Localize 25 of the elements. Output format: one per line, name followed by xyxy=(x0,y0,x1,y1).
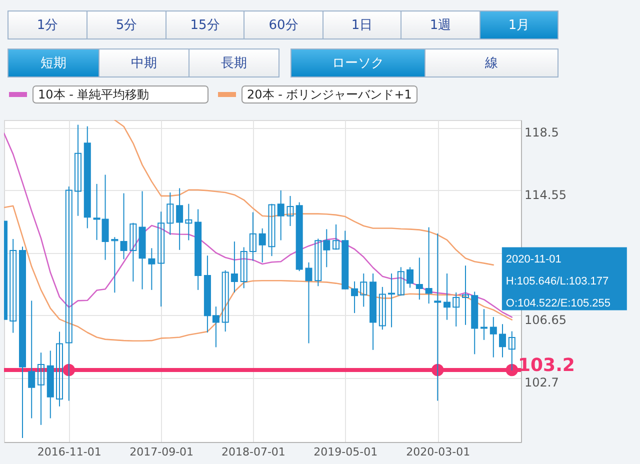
text: 中期 xyxy=(131,56,157,71)
text: 長期 xyxy=(221,56,247,71)
annotation: 2020-11-01 H:105.646/L:103.177 O:104.522/E:105.255 xyxy=(506,253,610,310)
legend-label: 20本 - ボリンジャーバンド+1 xyxy=(247,88,412,102)
text: 1日 xyxy=(351,18,373,33)
text: 15分 xyxy=(190,18,220,33)
text: 1分 xyxy=(36,18,58,33)
y-tick-label: 102.7 xyxy=(524,375,559,390)
y-tick-label: 114.55 xyxy=(524,188,566,202)
legend-label: 10本 - 単純平均移動 xyxy=(38,88,150,102)
x-tick-label: 2018-07-01 xyxy=(221,446,286,458)
text: 1月 xyxy=(508,18,530,33)
text: ローソク xyxy=(332,56,384,71)
x-tick-label: 2017-09-01 xyxy=(130,446,194,458)
y-tick-label: 106.65 xyxy=(524,312,566,327)
text: 1週 xyxy=(430,18,452,33)
ref-line-label: 103.2 xyxy=(518,355,575,376)
x-tick-label: 2019-05-01 xyxy=(314,446,378,458)
x-tick-label: 2020-03-01 xyxy=(406,446,470,458)
y-tick-label: 118.5 xyxy=(524,125,559,140)
text: 5分 xyxy=(116,18,138,33)
x-tick-label: 2016-11-01 xyxy=(37,446,102,458)
text: 短期 xyxy=(40,56,66,71)
text: 60分 xyxy=(268,18,298,33)
text: 線 xyxy=(484,56,498,71)
